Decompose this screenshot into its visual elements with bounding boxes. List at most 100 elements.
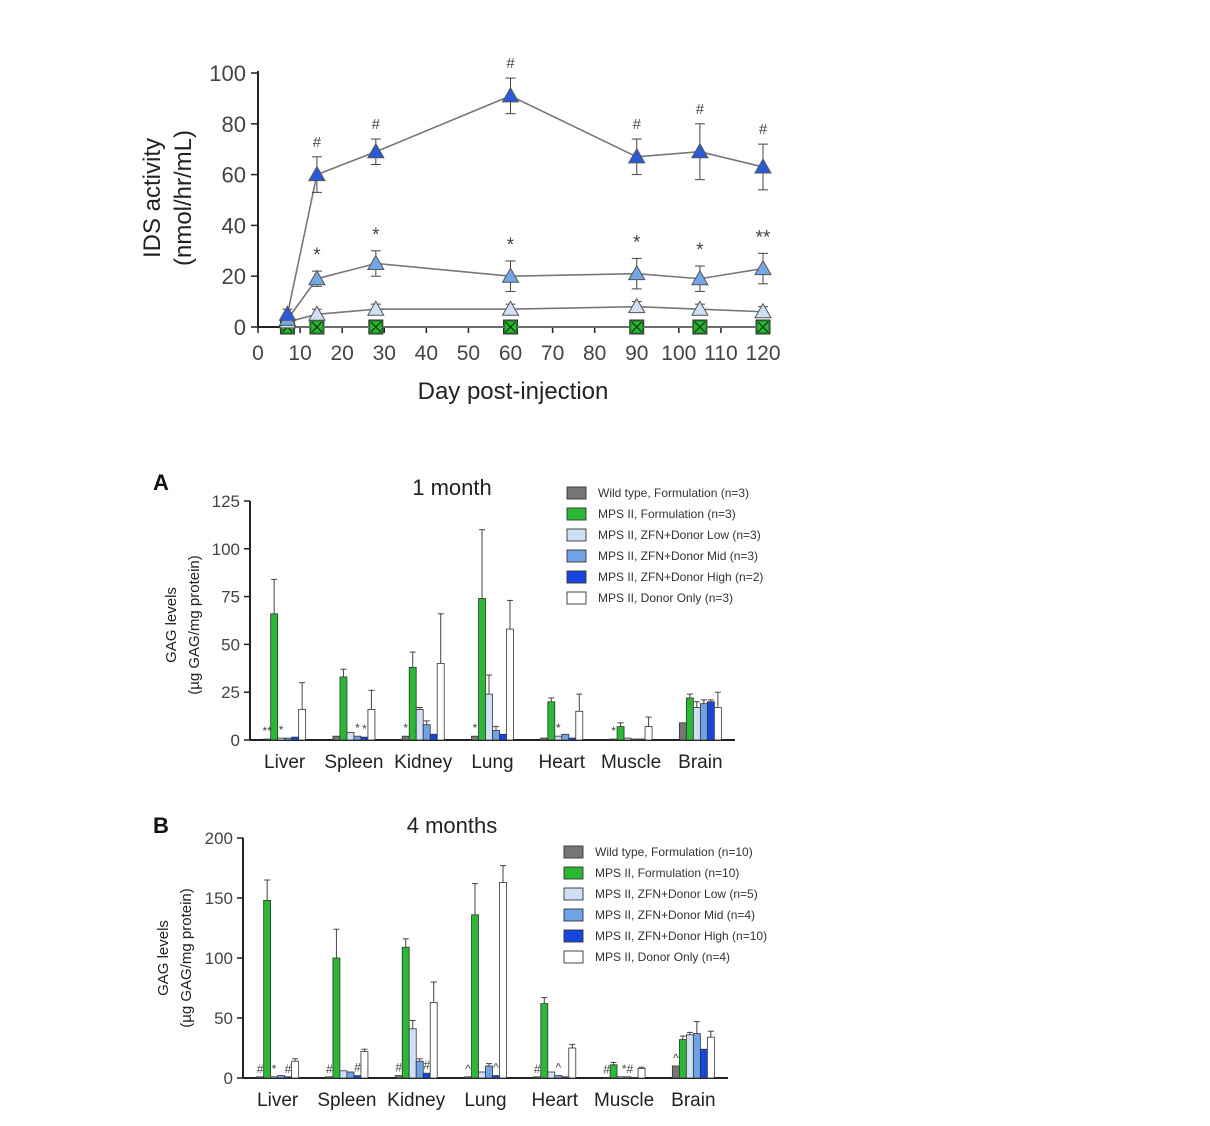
data-point-triangle: [691, 142, 709, 159]
bar: [699, 1048, 708, 1079]
bar: [568, 1047, 577, 1079]
gag-levels-4-months-bar-chart: B 4 months GAG levels (µg GAG/mg protein…: [153, 813, 767, 1111]
significance-marker: *: [313, 245, 321, 266]
bar: [623, 1076, 632, 1079]
bar: [609, 738, 618, 741]
x-tick-label: 80: [583, 342, 606, 365]
y-axis-label-a-line1: GAG levels: [163, 587, 180, 663]
bar: [533, 1076, 542, 1079]
significance-marker: *: [279, 723, 284, 737]
category-label: Spleen: [317, 1090, 376, 1111]
legend-label: MPS II, ZFN+Donor Mid (n=3): [598, 549, 758, 563]
y-axis-label-b-line1: GAG levels: [155, 920, 172, 996]
bar: [575, 710, 584, 741]
y-tick-label: 100: [209, 61, 246, 86]
bar: [360, 1051, 369, 1079]
bar: [263, 900, 272, 1079]
legend-label: MPS II, Donor Only (n=3): [598, 591, 733, 605]
y-tick-label: 100: [205, 949, 233, 968]
significance-marker: #: [326, 1062, 333, 1076]
bar: [492, 730, 500, 741]
bar: [602, 1077, 611, 1079]
significance-marker: *: [272, 1062, 277, 1076]
bar: [415, 1060, 424, 1079]
bar: [547, 1071, 556, 1079]
bar: [616, 726, 625, 741]
data-point-triangle: [691, 269, 709, 286]
ids-activity-line-chart: IDS activity (nmol/hr/mL) Day post-injec…: [139, 55, 781, 405]
significance-marker: #: [257, 1062, 264, 1076]
data-point-triangle: [366, 300, 385, 316]
bar: [332, 735, 341, 741]
data-point-triangle: [308, 165, 326, 182]
category-label: Brain: [671, 1090, 715, 1111]
legend-label: MPS II, Donor Only (n=4): [595, 950, 730, 964]
bar: [277, 1075, 286, 1079]
category-label: Lung: [471, 752, 513, 773]
bar: [692, 1033, 701, 1079]
line-series-4: [280, 320, 770, 334]
bar: [540, 1003, 549, 1079]
data-point-triangle: [627, 297, 646, 314]
y-tick-label: 0: [234, 315, 246, 340]
significance-marker: **: [262, 724, 272, 738]
legend-label: MPS II, ZFN+Donor Mid (n=4): [595, 908, 755, 922]
y-tick-label: 150: [205, 889, 233, 908]
significance-marker: #: [696, 101, 705, 118]
bar: [284, 737, 293, 741]
x-tick-label: 120: [745, 342, 780, 365]
legend-item: MPS II, ZFN+Donor Low (n=5): [563, 887, 758, 901]
x-tick-label: 20: [330, 342, 353, 365]
bar-group-kidney: [394, 938, 438, 1079]
significance-marker: *: [507, 235, 515, 256]
y-tick-label: 200: [205, 829, 233, 848]
bar: [499, 882, 507, 1079]
legend-label: Wild type, Formulation (n=10): [595, 845, 753, 859]
bar: [471, 914, 479, 1079]
x-tick-label: 70: [541, 342, 564, 365]
y-tick-label: 50: [214, 1009, 233, 1028]
y-tick-label: 50: [221, 635, 240, 654]
bar: [339, 1070, 348, 1079]
data-point-triangle: [691, 300, 709, 316]
panel-label-b: B: [153, 813, 169, 838]
bar: [637, 1068, 646, 1079]
y-tick-label: 100: [212, 540, 240, 559]
data-point-triangle: [627, 147, 646, 164]
data-point-triangle: [754, 157, 772, 174]
bar: [346, 731, 355, 741]
category-label: Heart: [539, 752, 586, 773]
significance-marker: #: [395, 1061, 402, 1075]
bar: [346, 1071, 355, 1079]
significance-marker: *#: [622, 1062, 634, 1076]
category-label: Heart: [532, 1090, 579, 1111]
legend-item: MPS II, Donor Only (n=4): [563, 950, 730, 964]
y-axis-label-b-line2: (µg GAG/mg protein): [178, 888, 195, 1028]
panel-label-a: A: [153, 470, 169, 495]
bar-group-spleen: [332, 668, 376, 741]
bar: [685, 1034, 694, 1079]
bar: [678, 722, 687, 741]
significance-marker: #: [534, 1062, 541, 1076]
data-point-x-cross: [505, 321, 516, 333]
data-point-x-cross: [311, 321, 323, 333]
bar: [270, 1076, 279, 1079]
bar: [429, 733, 438, 741]
category-label: Muscle: [601, 752, 661, 773]
y-axis-label: IDS activity (nmol/hr/mL): [139, 130, 197, 266]
significance-marker: ^: [555, 1061, 561, 1075]
bar-group-liver: [263, 578, 307, 741]
y-tick-label: 25: [221, 683, 240, 702]
bar: [256, 1076, 265, 1079]
legend-swatch: [566, 591, 587, 605]
legend-label: MPS II, Formulation (n=10): [595, 866, 739, 880]
y-tick-label: 20: [222, 264, 246, 289]
legend-item: MPS II, ZFN+Donor High (n=10): [563, 929, 767, 943]
series-line: [286, 94, 764, 315]
significance-marker: *: [362, 722, 367, 736]
significance-marker: #: [423, 1058, 430, 1072]
bar: [671, 1065, 680, 1079]
bar: [623, 737, 632, 741]
bar: [678, 1039, 687, 1079]
